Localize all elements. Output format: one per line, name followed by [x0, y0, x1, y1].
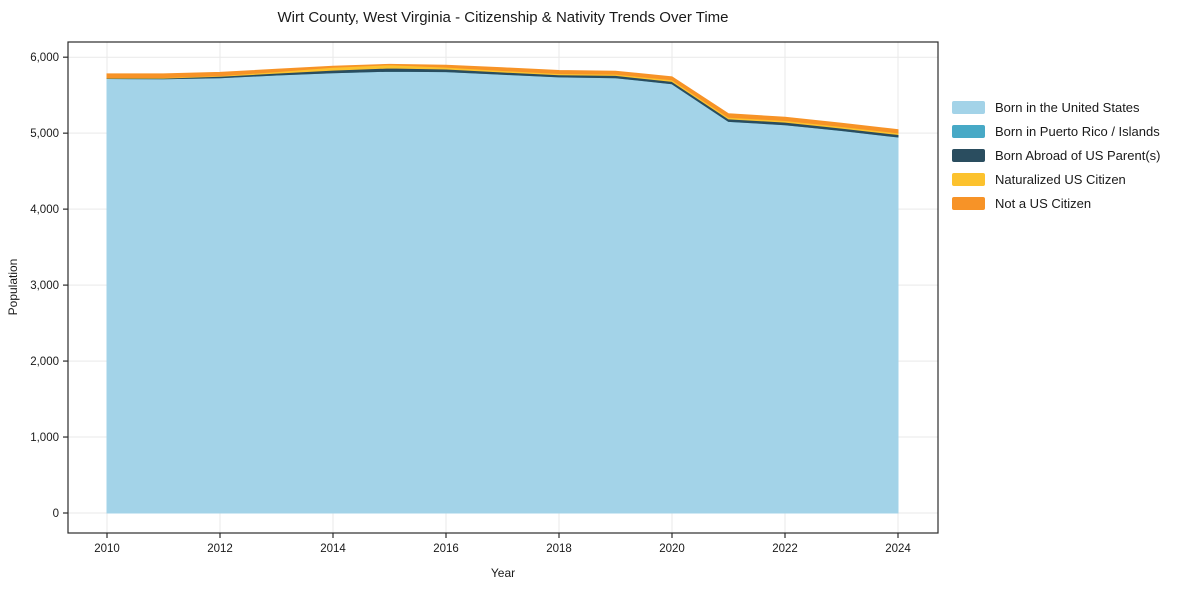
legend-swatch — [952, 173, 985, 186]
tick-label-x: 2024 — [885, 543, 911, 555]
tick-label-y: 5,000 — [30, 128, 59, 140]
tick-label-x: 2010 — [94, 543, 120, 555]
tick-label-y: 2,000 — [30, 356, 59, 368]
tick-label-x: 2014 — [320, 543, 346, 555]
legend-label: Born in the United States — [995, 100, 1140, 115]
tick-label-x: 2012 — [207, 543, 233, 555]
legend-item: Born in the United States — [952, 100, 1160, 115]
legend-label: Naturalized US Citizen — [995, 172, 1126, 187]
area-band-0 — [106, 70, 899, 514]
legend-swatch — [952, 125, 985, 138]
legend-swatch — [952, 197, 985, 210]
legend-label: Not a US Citizen — [995, 196, 1092, 211]
legend-item: Not a US Citizen — [952, 196, 1160, 211]
plot-border — [67, 41, 939, 534]
legend-item: Born in Puerto Rico / Islands — [952, 124, 1160, 139]
tick-label-x: 2022 — [772, 543, 798, 555]
legend-swatch — [952, 101, 985, 114]
chart-title: Wirt County, West Virginia - Citizenship… — [277, 9, 729, 26]
tick-label-y: 4,000 — [30, 204, 59, 216]
tick-label-x: 2016 — [433, 543, 459, 555]
x-axis-label: Year — [490, 566, 516, 580]
tick-label-y: 0 — [53, 508, 59, 520]
tick-label-y: 1,000 — [30, 432, 59, 444]
legend-label: Born in Puerto Rico / Islands — [995, 124, 1160, 139]
tick-label-y: 6,000 — [30, 52, 59, 64]
y-axis-label: Population — [6, 258, 20, 316]
tick-label-y: 3,000 — [30, 280, 59, 292]
area-band-4 — [106, 63, 899, 134]
legend-swatch — [952, 149, 985, 162]
legend: Born in the United States Born in Puerto … — [952, 100, 1161, 211]
legend-item: Born Abroad of US Parent(s) — [952, 148, 1160, 163]
legend-label: Born Abroad of US Parent(s) — [995, 148, 1161, 163]
legend-item: Naturalized US Citizen — [952, 172, 1160, 187]
tick-label-x: 2018 — [546, 543, 572, 555]
tick-label-x: 2020 — [659, 543, 685, 555]
